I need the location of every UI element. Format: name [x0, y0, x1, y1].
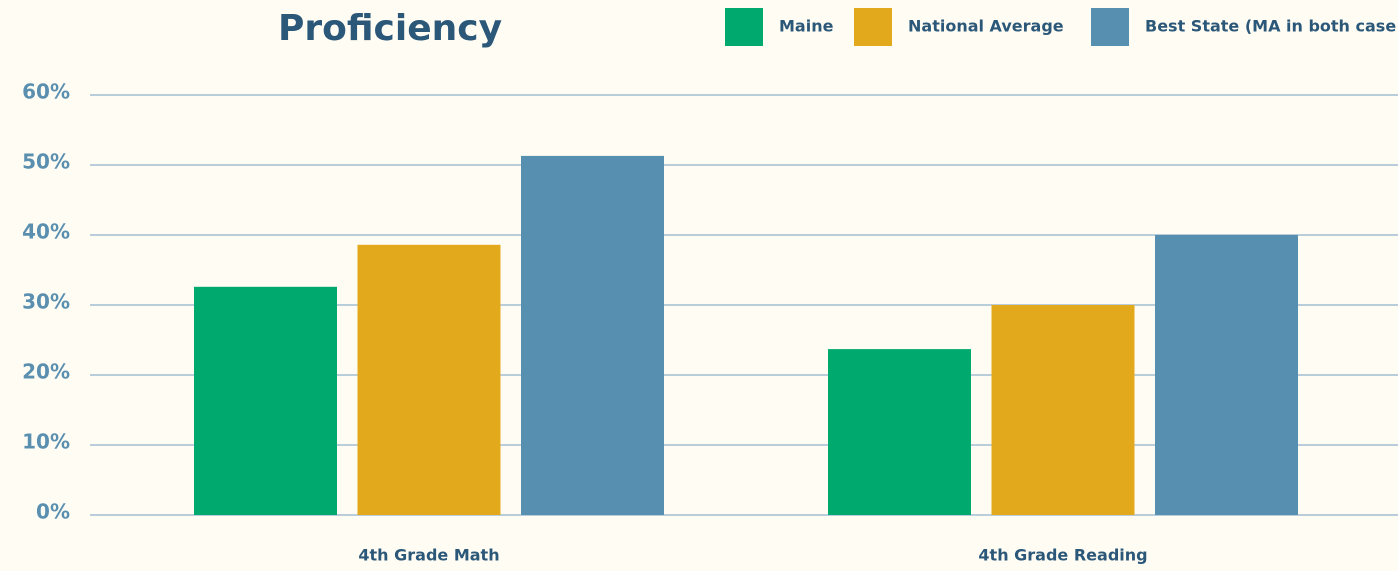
- legend-swatch: [854, 8, 892, 46]
- y-tick-label: 0%: [36, 500, 70, 524]
- y-tick-label: 40%: [22, 220, 70, 244]
- legend-label: Best State (MA in both case: [1145, 17, 1396, 36]
- y-tick-label: 50%: [22, 150, 70, 174]
- chart-title: Proficiency: [278, 8, 502, 49]
- y-tick-label: 60%: [22, 80, 70, 104]
- x-tick-label: 4th Grade Reading: [978, 546, 1147, 565]
- bar: [1155, 235, 1298, 515]
- bar: [828, 349, 971, 515]
- bar: [521, 155, 664, 515]
- bar: [357, 244, 501, 516]
- bar: [991, 305, 1135, 515]
- x-tick-label: 4th Grade Math: [358, 546, 499, 565]
- legend-swatch: [1091, 8, 1129, 46]
- legend-label: National Average: [908, 17, 1064, 36]
- legend-swatch: [725, 8, 763, 46]
- legend-label: Maine: [779, 17, 834, 36]
- y-tick-label: 20%: [22, 360, 70, 384]
- y-tick-label: 30%: [22, 290, 70, 314]
- bar: [194, 286, 337, 515]
- y-tick-label: 10%: [22, 430, 70, 454]
